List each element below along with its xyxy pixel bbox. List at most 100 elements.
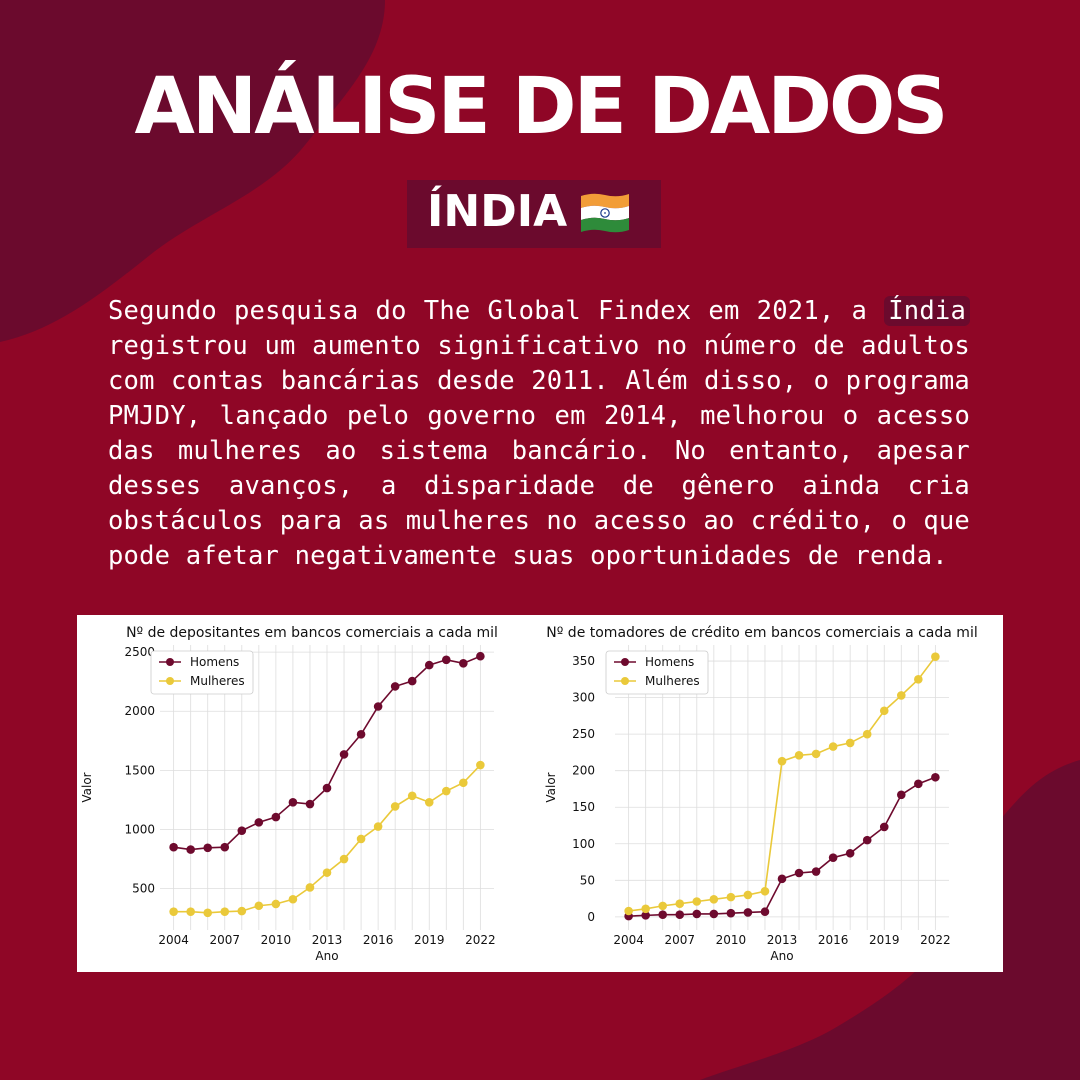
x-tick-label: 2022: [920, 933, 951, 947]
data-point-mulheres: [339, 854, 349, 864]
data-point-homens: [169, 842, 178, 852]
legend-label: Homens: [190, 655, 239, 669]
data-point-mulheres: [675, 899, 685, 908]
data-point-homens: [407, 676, 417, 686]
data-point-homens: [675, 910, 685, 919]
data-point-mulheres: [220, 907, 230, 916]
x-tick-label: 2016: [818, 933, 849, 947]
data-point-mulheres: [896, 691, 906, 700]
data-point-homens: [186, 845, 195, 854]
data-point-homens: [373, 702, 383, 711]
x-tick-label: 2004: [613, 933, 644, 947]
legend-marker: [621, 658, 629, 666]
data-point-mulheres: [760, 886, 770, 896]
country-name: ÍNDIA: [427, 186, 568, 237]
highlight-india: Índia: [884, 296, 970, 326]
data-point-mulheres: [658, 901, 668, 911]
data-point-homens: [271, 812, 281, 822]
data-point-mulheres: [709, 895, 719, 904]
data-point-mulheres: [828, 742, 838, 751]
data-point-homens: [641, 911, 650, 920]
data-point-homens: [726, 908, 736, 918]
y-tick-label: 200: [572, 764, 595, 778]
data-point-mulheres: [288, 894, 298, 904]
y-tick-label: 300: [572, 691, 595, 705]
data-point-homens: [931, 772, 940, 782]
data-point-homens: [811, 867, 821, 876]
data-point-mulheres: [726, 892, 736, 902]
country-badge: ÍNDIA: [407, 180, 661, 248]
data-point-homens: [459, 659, 468, 668]
data-point-mulheres: [624, 906, 633, 916]
data-point-mulheres: [305, 883, 315, 892]
data-point-homens: [828, 853, 838, 862]
data-point-mulheres: [169, 907, 178, 916]
data-point-homens: [476, 651, 485, 661]
data-point-homens: [424, 660, 434, 670]
data-point-mulheres: [271, 899, 281, 909]
data-point-mulheres: [862, 729, 872, 739]
x-tick-label: 2016: [363, 933, 394, 947]
data-point-mulheres: [322, 868, 332, 877]
data-point-mulheres: [356, 834, 366, 844]
y-tick-label: 2000: [124, 704, 155, 718]
x-tick-label: 2022: [465, 933, 496, 947]
x-axis-label: Ano: [770, 949, 793, 963]
data-point-homens: [879, 822, 889, 832]
data-point-homens: [322, 783, 332, 793]
data-point-mulheres: [476, 760, 485, 770]
data-point-homens: [794, 868, 804, 878]
data-point-mulheres: [441, 786, 451, 796]
data-point-homens: [896, 790, 906, 800]
chart-1: Nº de depositantes em bancos comerciais …: [80, 625, 498, 963]
data-point-homens: [356, 729, 366, 739]
data-point-mulheres: [459, 778, 468, 788]
data-point-homens: [220, 842, 230, 852]
data-point-mulheres: [914, 675, 923, 684]
y-tick-label: 350: [572, 654, 595, 668]
data-point-homens: [845, 848, 855, 858]
data-point-homens: [339, 750, 349, 759]
charts-svg: Nº de depositantes em bancos comerciais …: [80, 625, 978, 963]
data-point-homens: [237, 826, 247, 835]
chart-title: Nº de tomadores de crédito em bancos com…: [546, 625, 977, 641]
charts-panel: Nº de depositantes em bancos comerciais …: [77, 615, 1003, 972]
x-tick-label: 2007: [209, 933, 240, 947]
data-point-mulheres: [879, 706, 889, 716]
data-point-homens: [777, 874, 787, 884]
x-tick-label: 2010: [261, 933, 292, 947]
data-point-mulheres: [692, 897, 702, 906]
data-point-homens: [692, 909, 702, 919]
legend-marker: [621, 677, 629, 685]
text-before: Segundo pesquisa do The Global Findex em…: [108, 296, 885, 326]
data-point-homens: [441, 655, 451, 665]
legend-label: Mulheres: [190, 674, 245, 688]
decorative-blob-bottom-right: [700, 760, 1080, 1080]
legend-marker: [166, 658, 174, 666]
y-tick-label: 500: [132, 882, 155, 896]
data-point-mulheres: [794, 751, 804, 760]
legend-label: Mulheres: [645, 674, 700, 688]
x-tick-label: 2019: [869, 933, 900, 947]
data-point-mulheres: [186, 907, 195, 916]
data-point-homens: [743, 908, 753, 917]
legend-label: Homens: [645, 655, 694, 669]
data-point-mulheres: [407, 791, 417, 801]
y-tick-label: 2500: [124, 645, 155, 659]
data-point-mulheres: [424, 797, 434, 807]
data-point-mulheres: [254, 901, 264, 911]
data-point-homens: [914, 779, 923, 789]
data-point-homens: [288, 797, 298, 807]
y-axis-label: Valor: [80, 772, 94, 802]
data-point-mulheres: [373, 822, 383, 831]
data-point-mulheres: [845, 738, 855, 748]
y-tick-label: 1500: [124, 763, 155, 777]
data-point-mulheres: [931, 652, 940, 661]
page-title: ANÁLISE DE DADOS: [134, 62, 949, 152]
data-point-mulheres: [237, 906, 247, 916]
x-tick-label: 2004: [158, 933, 189, 947]
data-point-homens: [305, 799, 315, 809]
data-point-homens: [760, 907, 770, 917]
data-point-homens: [203, 843, 213, 853]
legend-marker: [166, 677, 174, 685]
